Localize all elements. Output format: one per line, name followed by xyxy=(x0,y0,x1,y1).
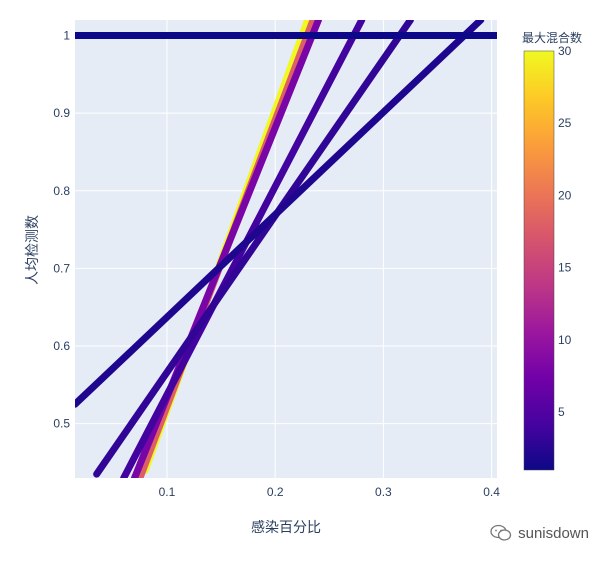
series-line-max-pool-2 xyxy=(75,20,485,408)
x-tick-label: 0.3 xyxy=(375,485,392,499)
colorbar-tick-label: 30 xyxy=(558,44,572,58)
series-layer xyxy=(75,20,497,478)
y-tick-label: 0.6 xyxy=(53,339,70,353)
y-tick-label: 0.9 xyxy=(53,106,70,120)
colorbar-tick-label: 25 xyxy=(558,116,572,130)
colorbar-gradient xyxy=(523,50,555,471)
colorbar-tick-label: 20 xyxy=(558,188,572,202)
y-axis-title: 人均检测数 xyxy=(24,215,40,285)
y-tick-label: 0.7 xyxy=(53,261,70,275)
y-tick-label: 0.5 xyxy=(53,417,70,431)
wechat-icon xyxy=(490,524,512,541)
x-tick-label: 0.2 xyxy=(267,485,284,499)
y-tick-label: 1 xyxy=(63,29,70,43)
x-tick-label: 0.1 xyxy=(159,485,176,499)
tick-labels: 0.1 0.2 0.3 0.4 0.5 0.6 0.7 0.8 0.9 1 xyxy=(53,29,500,499)
colorbar: 最大混合数 5 10 15 20 25 30 xyxy=(522,30,582,471)
colorbar-title: 最大混合数 xyxy=(522,30,582,45)
y-tick-label: 0.8 xyxy=(53,184,70,198)
colorbar-tick-label: 5 xyxy=(558,405,565,419)
colorbar-ticks: 5 10 15 20 25 30 xyxy=(558,44,572,419)
x-tick-label: 0.4 xyxy=(483,485,500,499)
x-axis-title: 感染百分比 xyxy=(251,519,321,535)
colorbar-tick-label: 15 xyxy=(558,261,572,275)
watermark: sunisdown xyxy=(490,524,589,542)
series-line-max-pool-3 xyxy=(93,20,414,478)
watermark-text: sunisdown xyxy=(518,524,589,542)
colorbar-tick-label: 10 xyxy=(558,333,572,347)
